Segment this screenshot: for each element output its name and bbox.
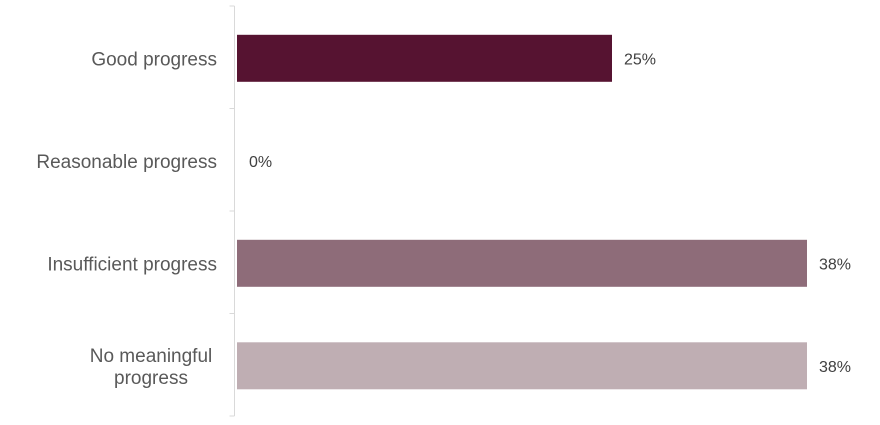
bar xyxy=(237,342,807,390)
bar xyxy=(237,239,807,287)
category-label: Insufficient progress xyxy=(47,254,217,275)
bar xyxy=(237,34,612,82)
category-labels: Good progress Reasonable progress Insuffic… xyxy=(36,49,217,389)
category-label: progress xyxy=(114,368,188,389)
category-axis xyxy=(229,5,235,417)
data-label: 38% xyxy=(819,256,851,273)
category-label: Good progress xyxy=(91,49,217,70)
data-label: 38% xyxy=(819,359,851,376)
category-label: Reasonable progress xyxy=(36,152,217,173)
value-labels: 25% 0% 38% 38% xyxy=(249,51,851,376)
category-label: No meaningful xyxy=(90,346,213,367)
data-label: 25% xyxy=(624,51,656,68)
bars xyxy=(237,34,807,390)
data-label: 0% xyxy=(249,154,272,171)
